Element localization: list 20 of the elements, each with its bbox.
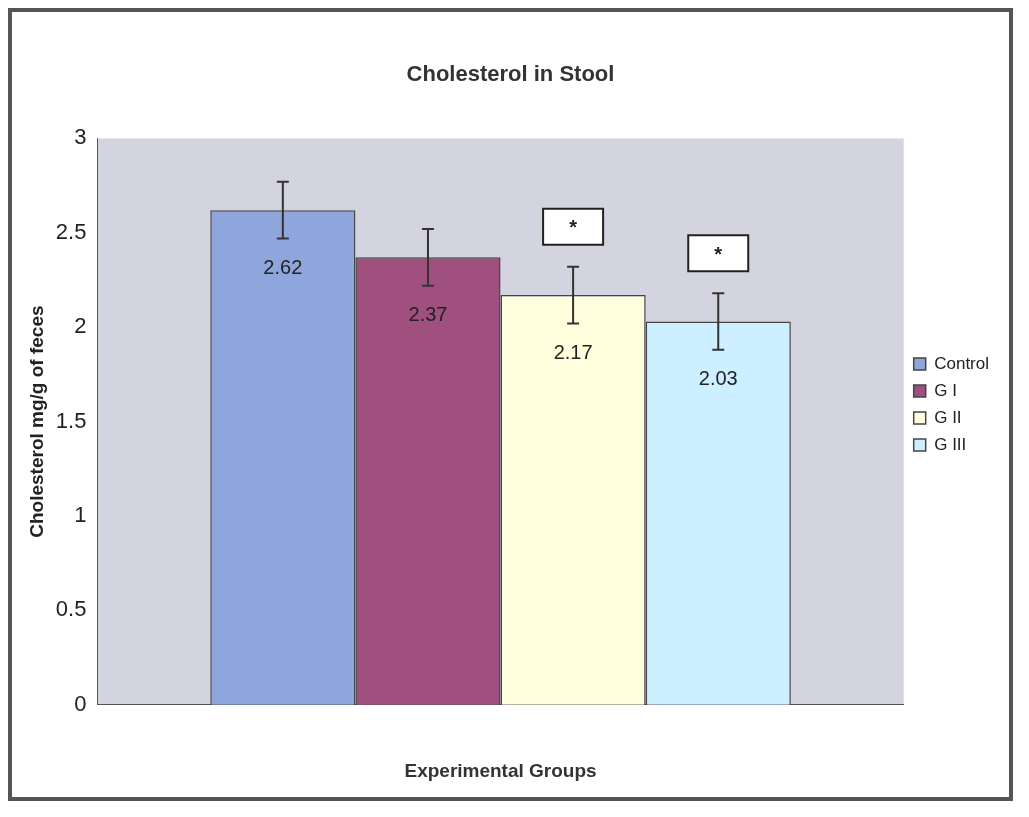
legend-label: G III (934, 434, 967, 454)
y-tick-label: 0.5 (55, 596, 87, 622)
legend-label: G II (934, 407, 962, 427)
y-tick-label: 3 (74, 124, 87, 150)
y-tick-label: 1.5 (55, 407, 87, 433)
y-tick-label: 2.5 (55, 218, 87, 244)
y-tick-label: 2 (74, 313, 87, 339)
y-tick-label: 1 (74, 502, 87, 528)
legend-label: G I (934, 380, 957, 400)
x-axis-title: Experimental Groups (404, 759, 597, 781)
data-label: 2.62 (263, 255, 303, 278)
legend-label: Control (934, 353, 990, 373)
data-label: 2.37 (408, 302, 448, 325)
annotation: * (569, 216, 578, 239)
data-label: 2.17 (553, 340, 593, 363)
data-label: 2.03 (698, 367, 738, 390)
chart-title: Cholesterol in Stool (406, 61, 615, 87)
y-axis-title: Cholesterol mg/g of feces (25, 305, 47, 538)
annotation: * (714, 242, 723, 265)
y-tick-label: 0 (74, 690, 87, 716)
